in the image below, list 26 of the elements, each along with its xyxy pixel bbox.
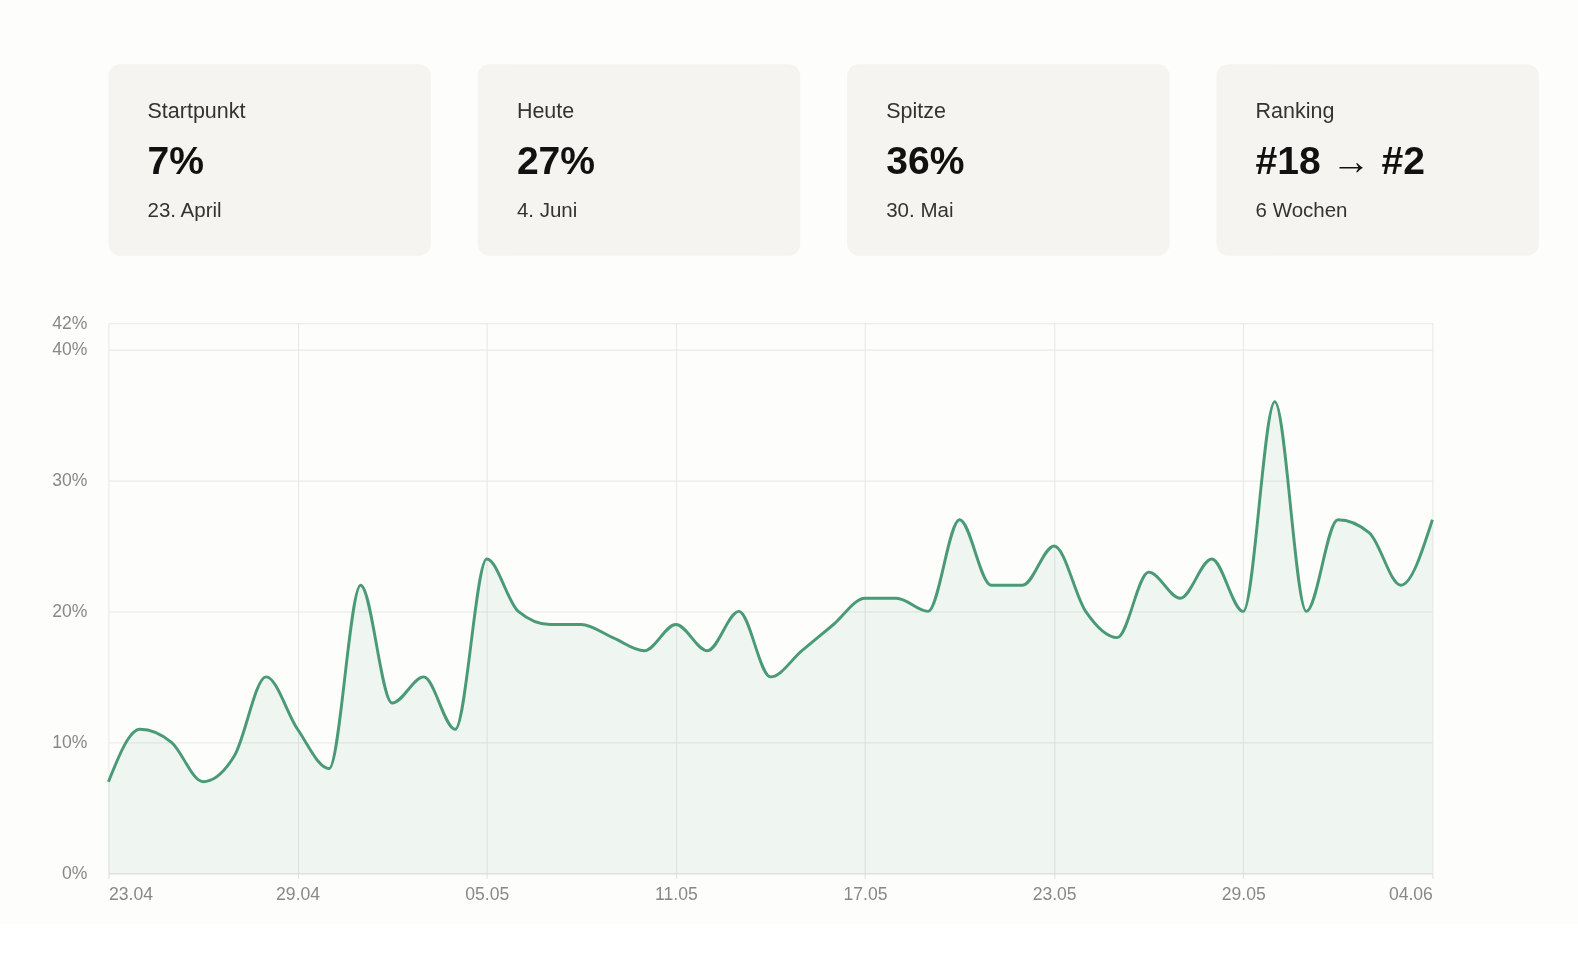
text: Ranking [1255, 99, 1335, 124]
text: #18 → #2 [1255, 138, 1426, 182]
x-tick-label: 23.05 [1032, 884, 1077, 905]
text: 6 Wochen [1255, 197, 1348, 221]
text: Heute [516, 99, 575, 124]
y-tick-label: 10% [52, 731, 88, 752]
y-tick-label: 0% [62, 862, 88, 883]
y-tick-label: 40% [52, 338, 88, 359]
x-tick-label: 29.05 [1221, 884, 1266, 905]
y-tick-label: 42% [52, 312, 88, 333]
y-tick-label: 30% [52, 469, 88, 490]
y-tick-label: 20% [52, 600, 88, 621]
text: 23. April [147, 197, 222, 221]
text: 36% [886, 138, 965, 182]
x-tick-label: 04.06 [1388, 884, 1433, 905]
text: Spitze [886, 99, 946, 124]
text: 4. Juni [516, 197, 578, 221]
x-tick-label: 05.05 [465, 884, 510, 905]
x-tick-label: 29.04 [276, 884, 321, 905]
x-tick-label: 17.05 [843, 884, 888, 905]
text: 27% [516, 138, 596, 182]
x-tick-label: 23.04 [108, 884, 154, 905]
text: Startpunkt [147, 99, 246, 124]
x-tick-label: 11.05 [655, 884, 698, 905]
text: 30. Mai [886, 197, 954, 221]
text: 7% [147, 138, 205, 182]
